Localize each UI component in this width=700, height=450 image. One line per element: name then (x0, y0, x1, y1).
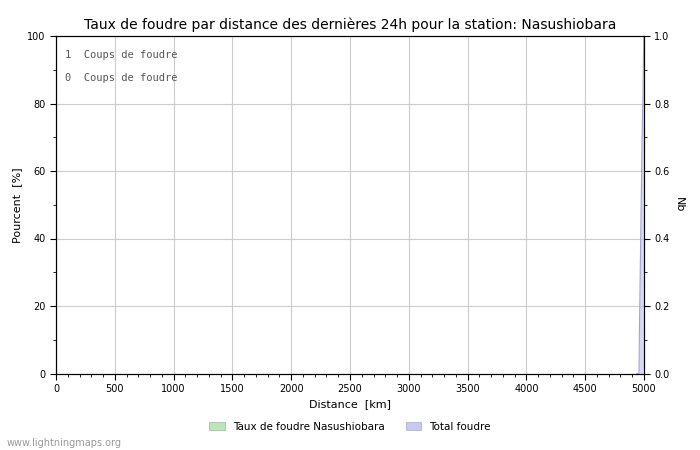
Y-axis label: Pourcent  [%]: Pourcent [%] (12, 167, 22, 243)
X-axis label: Distance  [km]: Distance [km] (309, 400, 391, 410)
Y-axis label: Nb: Nb (673, 197, 684, 212)
Text: 1  Coups de foudre: 1 Coups de foudre (65, 50, 177, 59)
Title: Taux de foudre par distance des dernières 24h pour la station: Nasushiobara: Taux de foudre par distance des dernière… (84, 18, 616, 32)
Legend: Taux de foudre Nasushiobara, Total foudre: Taux de foudre Nasushiobara, Total foudr… (205, 418, 495, 436)
Text: 0  Coups de foudre: 0 Coups de foudre (65, 73, 177, 83)
Text: www.lightningmaps.org: www.lightningmaps.org (7, 438, 122, 448)
